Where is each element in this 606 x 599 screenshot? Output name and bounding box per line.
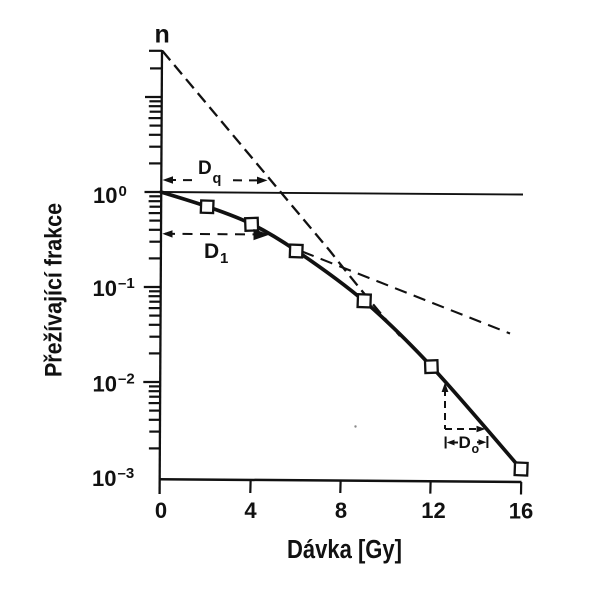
svg-text:D: D: [204, 240, 219, 263]
svg-text:–1: –1: [118, 275, 135, 292]
svg-text:10: 10: [93, 276, 117, 301]
svg-text:o: o: [472, 442, 480, 456]
svg-text:D: D: [459, 433, 471, 452]
svg-text:0: 0: [155, 498, 167, 523]
svg-text:D: D: [198, 158, 212, 179]
svg-text:12: 12: [421, 498, 445, 523]
svg-text:–3: –3: [118, 465, 135, 482]
svg-text:10: 10: [92, 466, 116, 491]
svg-text:Přežívající frakce: Přežívající frakce: [41, 203, 68, 377]
svg-text:8: 8: [335, 498, 347, 523]
svg-text:10: 10: [93, 183, 117, 208]
svg-text:10: 10: [93, 372, 117, 397]
svg-text:4: 4: [244, 498, 257, 523]
svg-text:q: q: [213, 171, 222, 187]
svg-text:Dávka [Gy]: Dávka [Gy]: [287, 536, 402, 564]
svg-text:0: 0: [119, 183, 127, 200]
svg-text:1: 1: [220, 250, 228, 267]
svg-text:n: n: [155, 21, 170, 49]
svg-text:–2: –2: [118, 371, 135, 388]
svg-text:16: 16: [509, 499, 533, 524]
